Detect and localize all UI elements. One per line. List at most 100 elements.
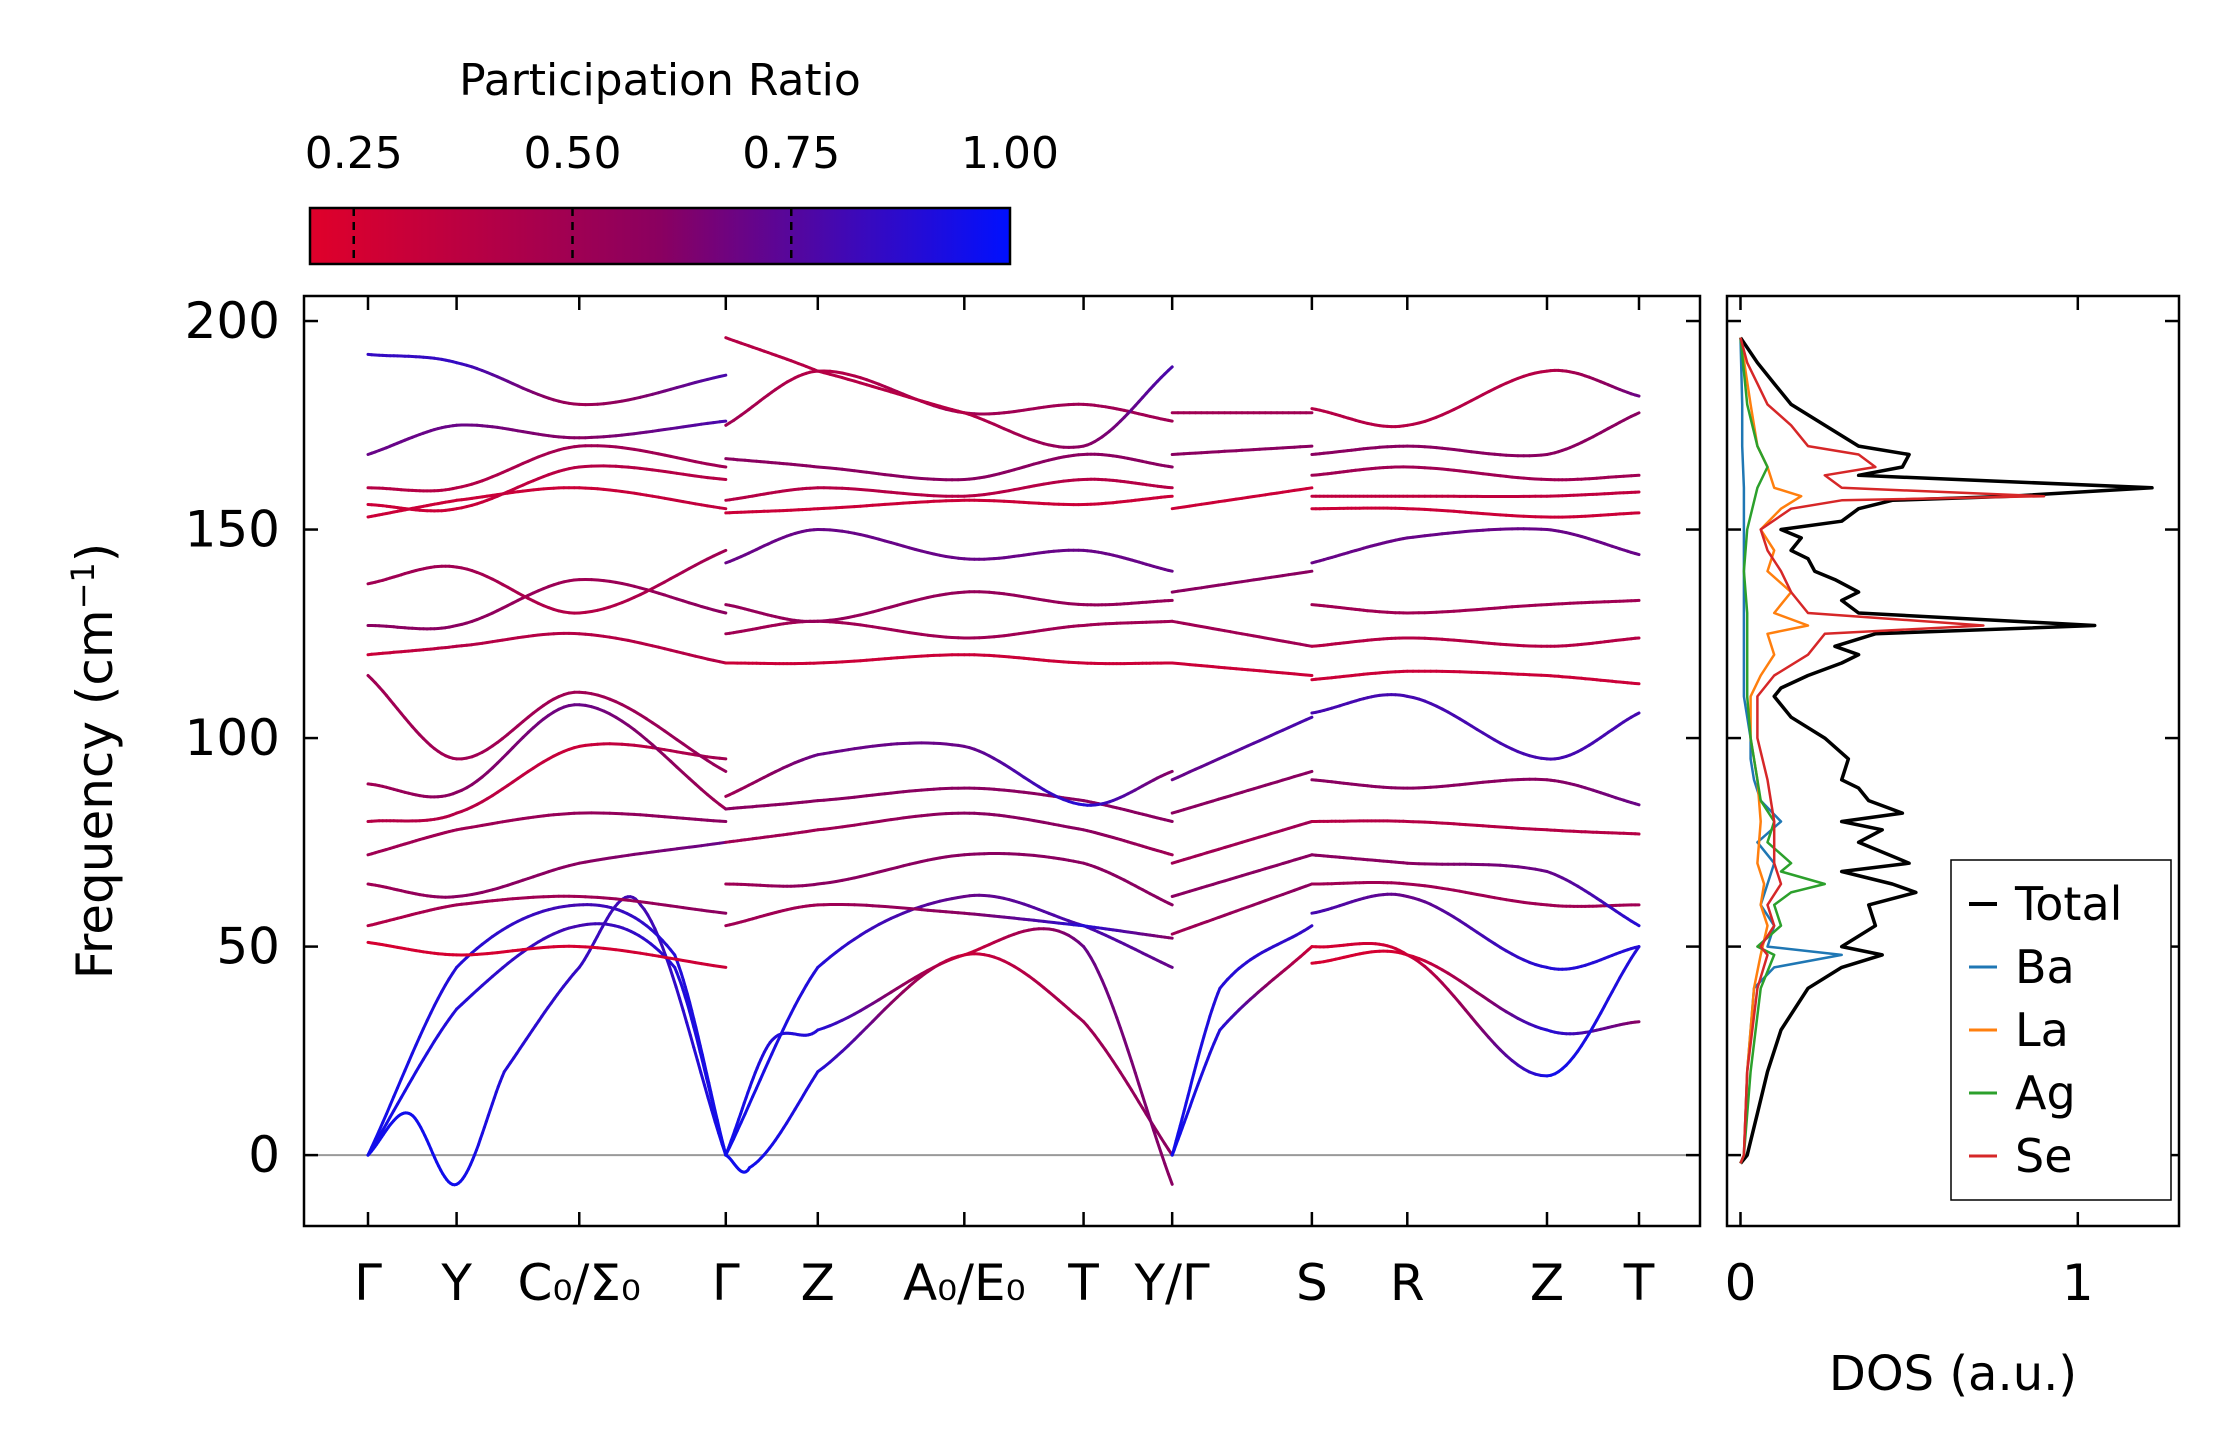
band-segment	[1137, 1082, 1145, 1098]
band-line	[366, 894, 728, 928]
band-segment	[718, 610, 728, 615]
band-segment	[678, 997, 685, 1012]
band-line	[366, 352, 728, 407]
band-segment	[671, 974, 678, 989]
legend-label: Se	[2015, 1129, 2073, 1183]
band-line	[724, 786, 1174, 823]
band-line	[1170, 853, 1314, 898]
frequency-ticks: 0 50 100 150 200	[185, 292, 1700, 1184]
kpoint-label: Z	[801, 1254, 835, 1312]
band-line	[366, 811, 728, 857]
legend-label: Total	[2014, 877, 2122, 931]
band-segment	[1633, 711, 1641, 717]
band-segment	[700, 1053, 706, 1066]
colorbar-gradient	[308, 206, 1012, 266]
band-segment	[1458, 1001, 1467, 1012]
band-line	[1310, 636, 1641, 648]
band-line	[1310, 506, 1641, 519]
band-segment	[399, 1069, 407, 1081]
kpoint-label: Y	[440, 1254, 472, 1312]
band-segment	[407, 1051, 414, 1064]
band-line	[1170, 444, 1314, 456]
band-segment	[396, 1077, 403, 1090]
band-line	[366, 903, 728, 1157]
band-segment	[758, 1069, 766, 1082]
y-tick-label: 50	[216, 918, 280, 976]
band-segment	[1167, 418, 1174, 423]
band-segment	[695, 1058, 703, 1075]
band-line	[1310, 942, 1641, 1078]
band-segment	[1306, 924, 1314, 930]
kpoint-label: Y/Γ	[1134, 1254, 1210, 1312]
legend-label: Ba	[2015, 940, 2075, 994]
band-line	[1170, 882, 1314, 936]
band-segment	[718, 756, 728, 761]
kpoint-label: S	[1296, 1254, 1328, 1312]
band-line	[366, 419, 728, 456]
dos-curves	[1739, 336, 2154, 1165]
band-line	[366, 548, 728, 615]
band-segment	[774, 1035, 781, 1048]
band-segment	[707, 1081, 713, 1094]
band-line	[1170, 769, 1314, 815]
band-segment	[735, 1121, 743, 1133]
kpoint-label: T	[1623, 1254, 1655, 1312]
band-structure-frame	[302, 294, 1702, 1228]
band-segment	[373, 1129, 381, 1141]
dos-series-total	[1739, 336, 2154, 1165]
band-segment	[1633, 411, 1641, 417]
band-segment	[1167, 365, 1174, 372]
band-segment	[718, 506, 728, 511]
band-segment	[710, 1108, 717, 1124]
colorbar-tick-label: 0.25	[305, 128, 403, 179]
band-line	[1170, 661, 1314, 677]
band-segment	[713, 1109, 719, 1122]
band-line	[724, 927, 1174, 1186]
band-segment	[703, 1062, 709, 1075]
colorbar-title: Participation Ratio	[459, 55, 861, 106]
band-segment	[718, 477, 728, 481]
band-segment	[681, 1008, 689, 1025]
kpoint-label: C₀/Σ₀	[518, 1254, 641, 1312]
band-line	[1310, 881, 1641, 908]
band-segment	[692, 1046, 699, 1062]
band-segment	[1119, 1026, 1126, 1041]
band-segment	[1167, 464, 1174, 469]
band-segment	[762, 1060, 770, 1073]
dos-frame	[1725, 294, 2181, 1228]
dos-x-tick-label: 1	[2062, 1254, 2094, 1312]
band-segment	[674, 985, 682, 1000]
band-segment	[1167, 936, 1174, 940]
band-segment	[685, 1021, 692, 1037]
band-line	[1170, 820, 1314, 865]
dos-series-la	[1739, 337, 1810, 1164]
band-line	[1310, 368, 1641, 429]
dos-x-tick-label: 0	[1725, 1254, 1757, 1312]
band-line	[1310, 693, 1641, 761]
band-line	[366, 940, 728, 969]
band-segment	[711, 1100, 717, 1113]
band-line	[724, 619, 1174, 640]
band-segment	[381, 1112, 388, 1124]
band-segment	[1167, 769, 1174, 775]
y-tick-label: 0	[248, 1126, 280, 1184]
band-segment	[696, 1035, 702, 1048]
band-line	[366, 922, 728, 1157]
band-segment	[1104, 987, 1111, 1000]
kpoint-label: R	[1390, 1254, 1425, 1312]
band-line	[724, 477, 1174, 502]
band-line	[1310, 598, 1641, 615]
band-segment	[688, 1033, 696, 1049]
band-segment	[1107, 996, 1115, 1010]
band-segment	[1167, 901, 1174, 907]
band-line	[724, 741, 1174, 807]
band-segment	[1304, 569, 1314, 574]
band-segment	[1167, 852, 1174, 857]
band-segment	[388, 1095, 396, 1107]
kpoint-label: Z	[1530, 1254, 1564, 1312]
band-segment	[751, 1086, 758, 1099]
band-line	[724, 903, 1174, 940]
